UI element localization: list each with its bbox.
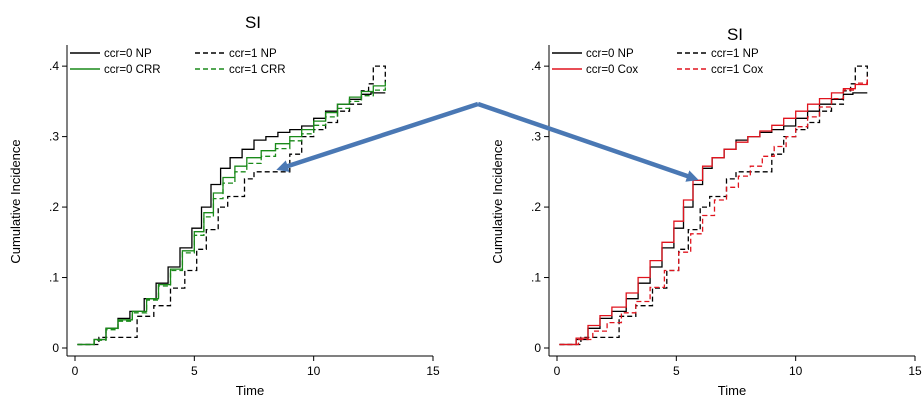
y-tick-label: .4 bbox=[49, 59, 59, 73]
x-axis-label: Time bbox=[236, 383, 264, 398]
chart-title: SI bbox=[245, 13, 261, 32]
x-tick-label: 15 bbox=[426, 364, 440, 378]
legend-label: ccr=0 NP bbox=[586, 48, 634, 60]
x-tick-label: 0 bbox=[72, 364, 79, 378]
legend-label: ccr=1 Cox bbox=[711, 64, 763, 76]
y-tick-label: .2 bbox=[49, 200, 59, 214]
annotation-arrows bbox=[276, 101, 699, 182]
annotation-arrow-right bbox=[477, 101, 699, 182]
legend-label: ccr=1 NP bbox=[229, 48, 277, 60]
series-line-ccr-1-np bbox=[559, 65, 868, 346]
series-line-ccr-1-np bbox=[77, 65, 386, 346]
x-tick-label: 0 bbox=[554, 364, 561, 378]
series-line-ccr-1-cox bbox=[559, 76, 868, 346]
legend-label: ccr=1 CRR bbox=[229, 64, 286, 76]
y-tick-label: .3 bbox=[49, 130, 59, 144]
annotation-arrow-left bbox=[276, 101, 479, 172]
x-axis-label: Time bbox=[718, 383, 746, 398]
legend-label: ccr=1 NP bbox=[711, 48, 759, 60]
series-line-ccr-1-crr bbox=[77, 85, 386, 346]
y-tick-label: 0 bbox=[534, 341, 541, 355]
y-axis-label: Cumulative Incidence bbox=[490, 139, 505, 263]
x-tick-label: 10 bbox=[789, 364, 803, 378]
series-line-ccr-0-np bbox=[559, 92, 868, 346]
x-tick-label: 15 bbox=[908, 364, 922, 378]
y-tick-label: .4 bbox=[531, 59, 541, 73]
chart-panel-left: SI 0 5 10 15 0 .1 .2 .3 .4 Time Cumulative Incidenc… bbox=[8, 13, 440, 398]
legend-label: ccr=0 CRR bbox=[104, 64, 161, 76]
chart-title: SI bbox=[727, 25, 743, 44]
series-line-ccr-0-crr bbox=[77, 81, 386, 346]
y-tick-label: .3 bbox=[531, 130, 541, 144]
y-axis-label: Cumulative Incidence bbox=[8, 139, 23, 263]
x-tick-label: 5 bbox=[673, 364, 680, 378]
legend-label: ccr=0 Cox bbox=[586, 64, 638, 76]
y-tick-label: .1 bbox=[531, 271, 541, 285]
series-line-ccr-0-cox bbox=[559, 81, 868, 346]
y-tick-label: 0 bbox=[52, 341, 59, 355]
y-tick-label: .1 bbox=[49, 271, 59, 285]
x-tick-label: 10 bbox=[307, 364, 321, 378]
y-tick-label: .2 bbox=[531, 200, 541, 214]
x-tick-label: 5 bbox=[191, 364, 198, 378]
chart-panel-right: SI 0 5 10 15 0 .1 .2 .3 .4 Time Cumulative Incidenc… bbox=[490, 25, 922, 398]
legend-label: ccr=0 NP bbox=[104, 48, 152, 60]
series-line-ccr-0-np bbox=[77, 92, 386, 346]
